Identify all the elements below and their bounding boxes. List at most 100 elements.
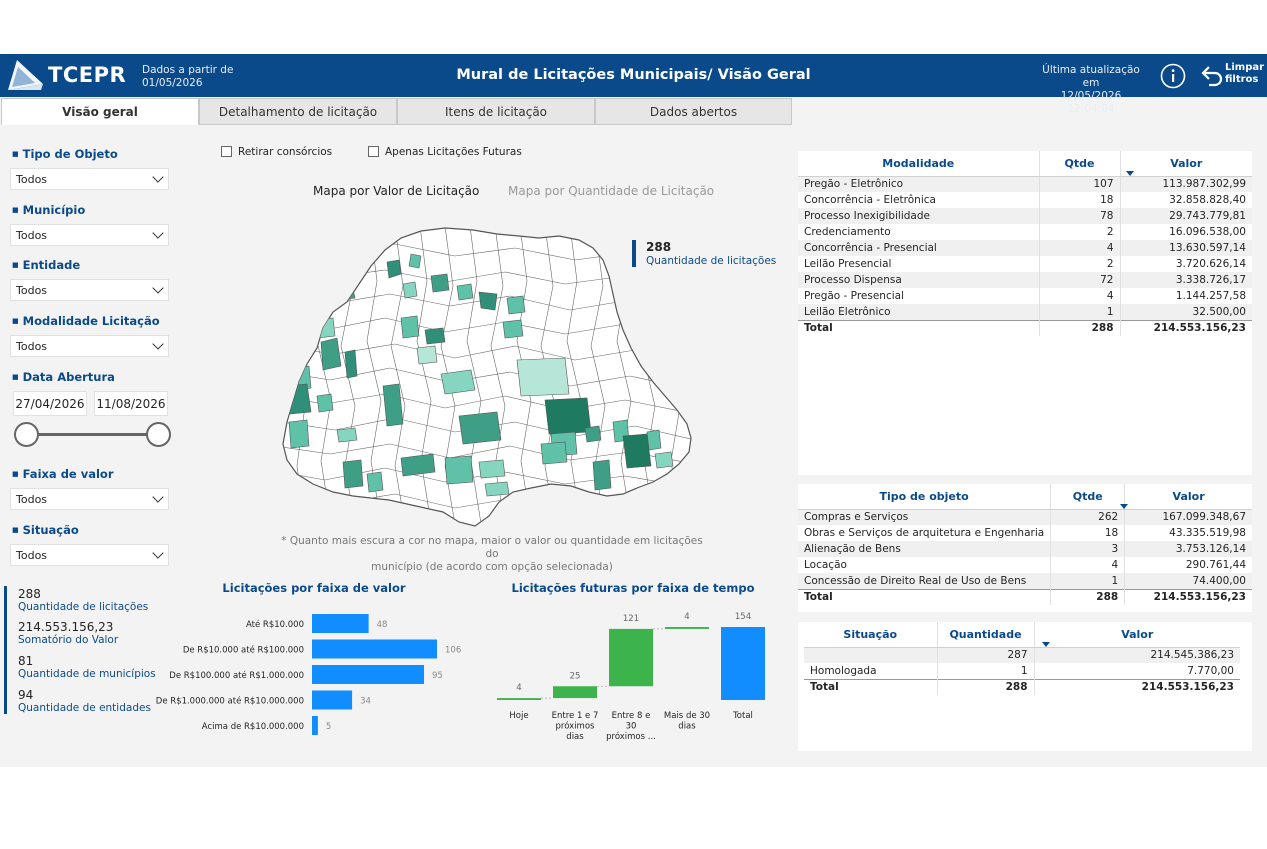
cell-valor: 29.743.779,81 <box>1119 208 1252 224</box>
map-toggle-quantidade[interactable]: Mapa por Quantidade de Licitação <box>508 184 715 198</box>
col-quantidade[interactable]: Quantidade <box>936 622 1034 648</box>
waterfall-bar[interactable] <box>497 698 541 700</box>
col-situacao[interactable]: Situação <box>804 622 937 648</box>
bar-category-label: Até R$10.000 <box>246 619 304 630</box>
map-count-bar <box>632 240 636 267</box>
cell-label: Locação <box>804 559 847 571</box>
table-row[interactable]: Leilão Eletrônico 1 32.500,00 <box>798 304 1252 320</box>
table-row[interactable]: Obras e Serviços de arquitetura e Engenh… <box>798 525 1252 541</box>
date-slider-start-handle[interactable] <box>14 422 39 447</box>
parana-map[interactable] <box>275 226 695 536</box>
bar-data-label: 106 <box>445 646 461 656</box>
tab-dados-abertos[interactable]: Dados abertos <box>595 98 792 125</box>
waterfall-bar[interactable] <box>721 627 765 700</box>
table-row[interactable]: Pregão - Presencial 4 1.144.257,58 <box>798 288 1252 304</box>
waterfall-bar[interactable] <box>665 627 709 629</box>
licitacoes-futuras-checkbox[interactable]: Apenas Licitações Futuras <box>368 146 522 158</box>
chart-faixa-valor: Até R$10.000 48 De R$10.000 até R$100.000 1… <box>156 614 461 735</box>
table-row[interactable]: 287 214.545.386,23 <box>804 647 1240 663</box>
bar-category-label: Acima de R$10.000.000 <box>202 722 304 732</box>
filter-label-faixa-valor: Faixa de valor <box>12 467 114 481</box>
checkbox-box <box>221 146 232 157</box>
filter-label-data-abertura: Data Abertura <box>12 370 115 384</box>
bar-data-label: 5 <box>326 722 331 732</box>
col-valor[interactable]: Valor <box>1033 622 1240 648</box>
faixa-valor-dropdown[interactable]: Todos <box>10 488 169 510</box>
col-qtde[interactable]: Qtde <box>1050 484 1125 510</box>
waterfall-bar[interactable] <box>609 628 653 687</box>
cell-qtde: 1 <box>936 663 1034 679</box>
bar[interactable] <box>312 716 318 735</box>
table-row[interactable]: Concorrência - Presencial 4 13.630.597,14 <box>798 240 1252 256</box>
table-row[interactable]: Pregão - Eletrônico 107 113.987.302,99 <box>798 176 1252 192</box>
col-modalidade[interactable]: Modalidade <box>798 151 1039 177</box>
cell-qtde: 1 <box>1038 304 1120 320</box>
total-row: Total 288 214.553.156,23 <box>798 319 1252 336</box>
retirar-consorcios-checkbox[interactable]: Retirar consórcios <box>221 146 332 158</box>
entidade-dropdown[interactable]: Todos <box>10 279 169 301</box>
table-row[interactable]: Leilão Presencial 2 3.720.626,14 <box>798 256 1252 272</box>
bar-category-label: Total <box>732 711 753 721</box>
end-date-input[interactable]: 11/08/2026 <box>94 391 168 416</box>
bar[interactable] <box>312 614 369 633</box>
bar-category-label: De R$1.000.000 até R$10.000.000 <box>156 696 304 707</box>
total-row: Total 288 214.553.156,23 <box>798 588 1252 605</box>
table-row[interactable]: Concessão de Direito Real de Uso de Bens… <box>798 573 1252 589</box>
cell-qtde: 4 <box>1038 288 1120 304</box>
municipio-dropdown[interactable]: Todos <box>10 224 169 246</box>
cell-qtde: 2 <box>1038 224 1120 240</box>
bar[interactable] <box>312 639 437 659</box>
table-row[interactable]: Processo Dispensa 72 3.338.726,17 <box>798 272 1252 288</box>
bar-data-label: 154 <box>735 612 751 622</box>
table-row[interactable]: Alienação de Bens 3 3.753.126,14 <box>798 541 1252 557</box>
tipo-objeto-dropdown[interactable]: Todos <box>10 168 169 190</box>
total-valor: 214.553.156,23 <box>1124 588 1252 605</box>
col-qtde[interactable]: Qtde <box>1038 151 1120 177</box>
logo-text: TCEPR <box>48 63 127 87</box>
bar-category-label: Mais de 30 dias <box>664 711 710 732</box>
table-row[interactable]: Processo Inexigibilidade 78 29.743.779,81 <box>798 208 1252 224</box>
col-tipo-objeto[interactable]: Tipo de objeto <box>798 484 1051 510</box>
modalidade-dropdown[interactable]: Todos <box>10 335 169 357</box>
cell-qtde: 287 <box>936 647 1034 663</box>
start-date-input[interactable]: 27/04/2026 <box>13 391 87 416</box>
table-row[interactable]: Credenciamento 2 16.096.538,00 <box>798 224 1252 240</box>
col-valor[interactable]: Valor <box>1119 151 1252 177</box>
cell-qtde: 72 <box>1038 272 1120 288</box>
filter-label-municipio: Município <box>12 203 86 217</box>
bar[interactable] <box>312 665 425 684</box>
table-row[interactable]: Concorrência - Eletrônica 18 32.858.828,40 <box>798 192 1252 208</box>
cell-label: Processo Dispensa <box>798 272 1039 288</box>
checkbox-box <box>368 146 379 157</box>
col-valor[interactable]: Valor <box>1124 484 1252 510</box>
bar-data-label: 25 <box>570 671 581 681</box>
cell-qtde: 1 <box>1050 573 1125 589</box>
tab-visao-geral[interactable]: Visão geral <box>1 98 199 125</box>
date-slider-end-handle[interactable] <box>146 422 171 447</box>
bar-data-label: 121 <box>623 614 639 624</box>
chevron-down-icon <box>152 282 164 294</box>
cell-label: Processo Inexigibilidade <box>798 208 1039 224</box>
table-row[interactable]: Locação 4 290.761,44 <box>798 557 1252 573</box>
cell-qtde: 262 <box>1050 509 1125 525</box>
cell-valor: 290.761,44 <box>1124 557 1252 573</box>
total-valor: 214.553.156,23 <box>1033 678 1240 695</box>
clear-filters-button[interactable]: Limpar filtros <box>1198 60 1264 92</box>
tcepr-logo-icon <box>8 60 43 90</box>
info-icon[interactable] <box>1160 63 1186 89</box>
table-row[interactable]: Compras e Serviços 262 167.099.348,67 <box>798 509 1252 525</box>
tab-itens[interactable]: Itens de licitação <box>397 98 595 125</box>
chevron-down-icon <box>152 171 164 183</box>
total-label: Total <box>798 319 1039 336</box>
cell-label: Pregão - Presencial <box>804 290 905 302</box>
situacao-dropdown[interactable]: Todos <box>10 544 169 566</box>
kpi-valor: 214.553.156,23 Somatório do Valor <box>18 620 119 646</box>
bar[interactable] <box>312 690 353 710</box>
waterfall-bar[interactable] <box>553 686 597 699</box>
filter-label-entidade: Entidade <box>12 258 81 272</box>
table-row[interactable]: Homologada 1 7.770,00 <box>804 663 1240 679</box>
tab-detalhamento[interactable]: Detalhamento de licitação <box>199 98 397 125</box>
chart-futuras-title: Licitações futuras por faixa de tempo <box>511 581 755 595</box>
map-toggle-valor[interactable]: Mapa por Valor de Licitação <box>313 184 480 198</box>
cell-label: Leilão Presencial <box>804 258 892 270</box>
